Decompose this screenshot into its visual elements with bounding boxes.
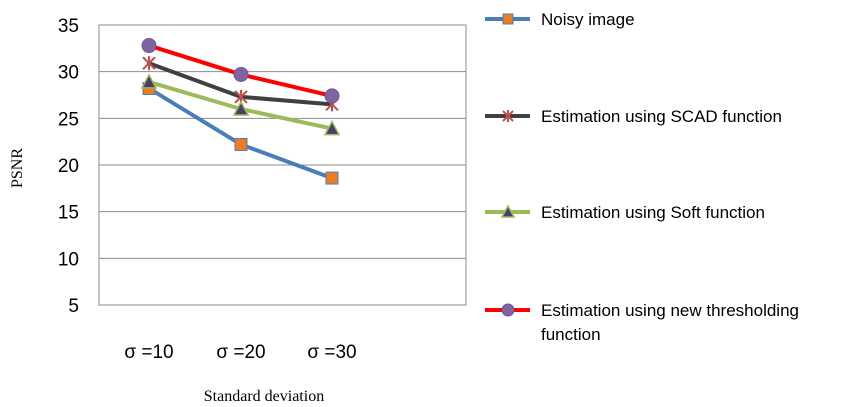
- x-tick-labels: σ =10 σ =20 σ =30: [124, 342, 356, 363]
- y-tick-label: 5: [68, 296, 79, 317]
- y-tick-label: 35: [58, 16, 79, 37]
- y-tick-label: 15: [58, 203, 79, 224]
- series-3: [140, 73, 341, 136]
- triangle-marker-shape: [323, 120, 341, 136]
- series-4: [141, 38, 340, 104]
- legend-marker: [501, 303, 515, 317]
- legend-label-line: function: [541, 325, 601, 344]
- data-point: [232, 100, 250, 116]
- data-point: [233, 66, 249, 82]
- legend-entry-1: Noisy image: [485, 10, 635, 29]
- data-point: [323, 120, 341, 136]
- data-point: [324, 88, 340, 104]
- series-2: [142, 56, 339, 112]
- triangle-marker-shape: [500, 204, 516, 218]
- data-point: [142, 56, 156, 71]
- circle-marker-shape: [141, 38, 157, 54]
- square-marker-shape: [502, 13, 514, 25]
- x-tick-label: σ =10: [124, 342, 173, 363]
- legend-entry-3: Estimation using Soft function: [485, 203, 765, 222]
- legend-label: Estimation using new thresholding functio…: [541, 301, 799, 344]
- x-axis-title: Standard deviation: [204, 388, 324, 405]
- y-tick-label: 25: [58, 109, 79, 130]
- legend-entry-2: Estimation using SCAD function: [485, 107, 782, 126]
- data-point: [325, 171, 339, 185]
- circle-marker-shape: [501, 303, 515, 317]
- plot-area: [98, 24, 467, 306]
- legend-label: Noisy image: [541, 10, 635, 29]
- legend-entry-4: Estimation using new thresholding functio…: [485, 301, 799, 344]
- star-marker-shape: [142, 56, 156, 71]
- square-marker-shape: [234, 137, 248, 151]
- y-tick-label: 10: [58, 249, 79, 270]
- legend-label-line: Estimation using new thresholding: [541, 301, 799, 320]
- data-point: [140, 73, 158, 89]
- legend-marker: [500, 204, 516, 218]
- y-axis-title: PSNR: [9, 148, 26, 188]
- legend-marker: [502, 110, 514, 122]
- legend-marker: [502, 13, 514, 25]
- legend-label: Estimation using SCAD function: [541, 107, 782, 126]
- data-point: [141, 38, 157, 54]
- star-marker-shape: [502, 110, 514, 122]
- legend-label: Estimation using Soft function: [541, 203, 765, 222]
- data-point: [234, 137, 248, 151]
- circle-marker-shape: [324, 88, 340, 104]
- square-marker-shape: [325, 171, 339, 185]
- circle-marker-shape: [233, 66, 249, 82]
- y-tick-label: 20: [58, 156, 79, 177]
- legend: Noisy image Estimation using SCAD functio…: [485, 10, 799, 344]
- triangle-marker-shape: [232, 100, 250, 116]
- x-tick-label: σ =20: [216, 342, 265, 363]
- y-tick-labels: 5 10 15 20 25 30 35: [58, 16, 79, 317]
- triangle-marker-shape: [140, 73, 158, 89]
- series-group: [140, 38, 341, 185]
- y-tick-label: 30: [58, 63, 79, 84]
- x-tick-label: σ =30: [307, 342, 356, 363]
